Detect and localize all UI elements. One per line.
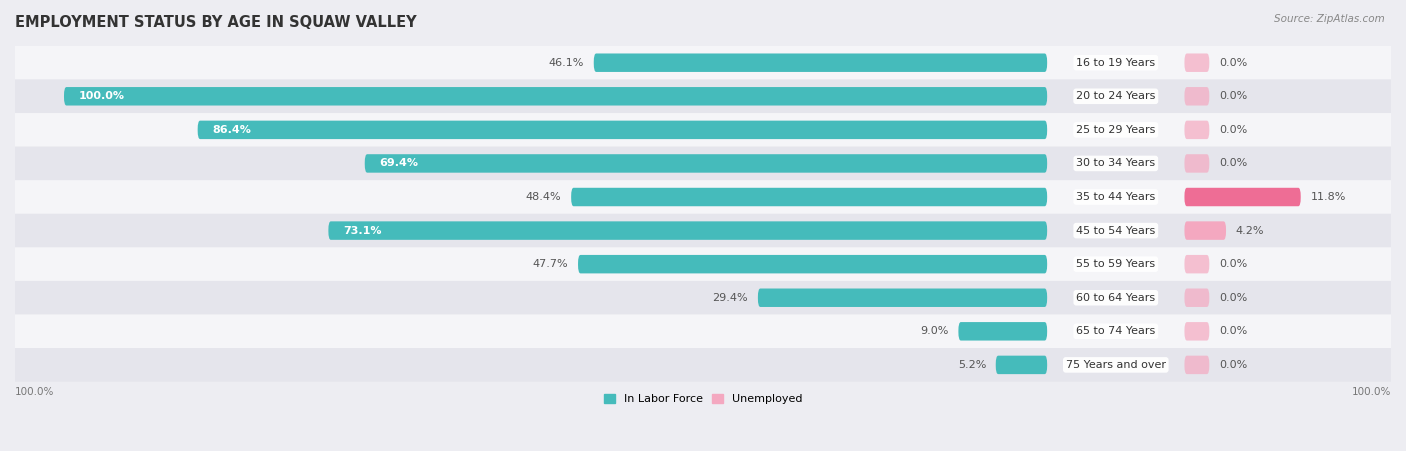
Text: 86.4%: 86.4% [212, 125, 252, 135]
Text: 30 to 34 Years: 30 to 34 Years [1076, 158, 1156, 168]
Text: 60 to 64 Years: 60 to 64 Years [1076, 293, 1156, 303]
Text: 100.0%: 100.0% [1351, 387, 1391, 397]
Text: Source: ZipAtlas.com: Source: ZipAtlas.com [1274, 14, 1385, 23]
Text: 0.0%: 0.0% [1219, 293, 1247, 303]
Text: 0.0%: 0.0% [1219, 360, 1247, 370]
Text: 0.0%: 0.0% [1219, 259, 1247, 269]
Text: 75 Years and over: 75 Years and over [1066, 360, 1166, 370]
FancyBboxPatch shape [15, 214, 1391, 248]
Text: 9.0%: 9.0% [921, 327, 949, 336]
Text: 16 to 19 Years: 16 to 19 Years [1076, 58, 1156, 68]
FancyBboxPatch shape [1184, 289, 1209, 307]
Text: 0.0%: 0.0% [1219, 327, 1247, 336]
Text: 55 to 59 Years: 55 to 59 Years [1076, 259, 1156, 269]
FancyBboxPatch shape [571, 188, 1047, 206]
FancyBboxPatch shape [1184, 255, 1209, 273]
Text: 0.0%: 0.0% [1219, 125, 1247, 135]
Text: 20 to 24 Years: 20 to 24 Years [1076, 91, 1156, 101]
FancyBboxPatch shape [1184, 54, 1209, 72]
FancyBboxPatch shape [198, 120, 1047, 139]
FancyBboxPatch shape [15, 113, 1391, 147]
Text: 4.2%: 4.2% [1236, 226, 1264, 235]
FancyBboxPatch shape [593, 54, 1047, 72]
FancyBboxPatch shape [15, 348, 1391, 382]
FancyBboxPatch shape [995, 356, 1047, 374]
Text: 47.7%: 47.7% [533, 259, 568, 269]
FancyBboxPatch shape [1184, 356, 1209, 374]
Legend: In Labor Force, Unemployed: In Labor Force, Unemployed [599, 390, 807, 409]
Text: 73.1%: 73.1% [343, 226, 382, 235]
FancyBboxPatch shape [15, 147, 1391, 180]
Text: 46.1%: 46.1% [548, 58, 583, 68]
FancyBboxPatch shape [1184, 221, 1226, 240]
FancyBboxPatch shape [578, 255, 1047, 273]
Text: 45 to 54 Years: 45 to 54 Years [1076, 226, 1156, 235]
Text: 0.0%: 0.0% [1219, 91, 1247, 101]
FancyBboxPatch shape [15, 46, 1391, 79]
Text: 0.0%: 0.0% [1219, 158, 1247, 168]
FancyBboxPatch shape [1184, 120, 1209, 139]
Text: 65 to 74 Years: 65 to 74 Years [1076, 327, 1156, 336]
Text: 29.4%: 29.4% [713, 293, 748, 303]
FancyBboxPatch shape [15, 281, 1391, 314]
Text: 48.4%: 48.4% [526, 192, 561, 202]
Text: 100.0%: 100.0% [15, 387, 55, 397]
Text: 5.2%: 5.2% [957, 360, 986, 370]
FancyBboxPatch shape [364, 154, 1047, 173]
FancyBboxPatch shape [15, 180, 1391, 214]
FancyBboxPatch shape [959, 322, 1047, 341]
Text: 35 to 44 Years: 35 to 44 Years [1076, 192, 1156, 202]
Text: 69.4%: 69.4% [380, 158, 419, 168]
Text: 100.0%: 100.0% [79, 91, 125, 101]
FancyBboxPatch shape [758, 289, 1047, 307]
FancyBboxPatch shape [1184, 188, 1301, 206]
Text: EMPLOYMENT STATUS BY AGE IN SQUAW VALLEY: EMPLOYMENT STATUS BY AGE IN SQUAW VALLEY [15, 15, 416, 30]
FancyBboxPatch shape [15, 248, 1391, 281]
Text: 25 to 29 Years: 25 to 29 Years [1076, 125, 1156, 135]
FancyBboxPatch shape [1184, 87, 1209, 106]
FancyBboxPatch shape [15, 314, 1391, 348]
FancyBboxPatch shape [329, 221, 1047, 240]
FancyBboxPatch shape [15, 79, 1391, 113]
FancyBboxPatch shape [1184, 154, 1209, 173]
Text: 11.8%: 11.8% [1310, 192, 1346, 202]
FancyBboxPatch shape [65, 87, 1047, 106]
Text: 0.0%: 0.0% [1219, 58, 1247, 68]
FancyBboxPatch shape [1184, 322, 1209, 341]
